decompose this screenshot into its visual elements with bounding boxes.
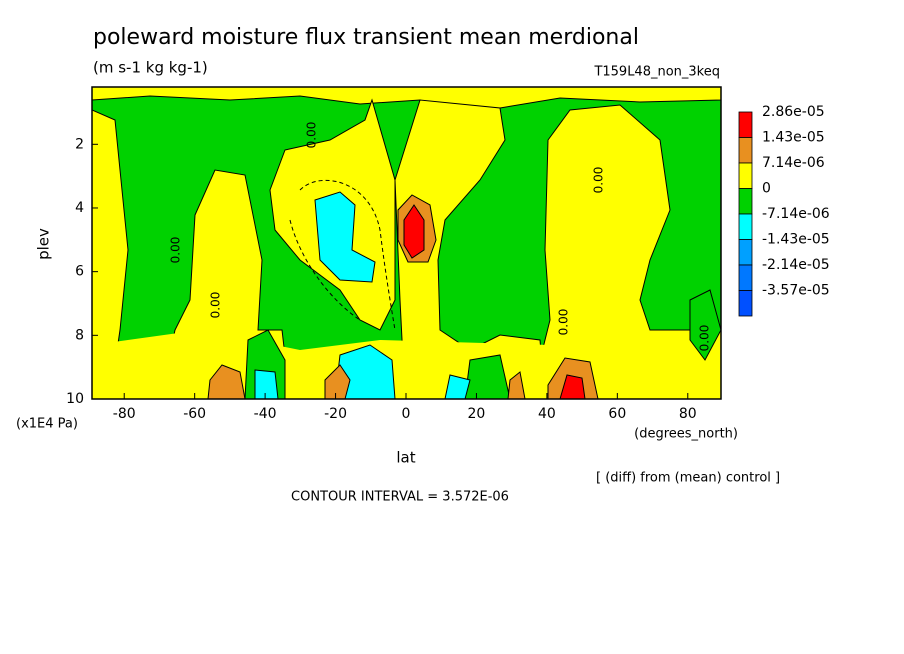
y-tick-label: 6 xyxy=(75,264,84,280)
x-tick-label: -40 xyxy=(254,406,277,422)
x-tick-label: 80 xyxy=(679,406,697,422)
contour-label: 0.00 xyxy=(557,309,571,336)
cyan-region xyxy=(314,191,376,283)
colorbar-label: 7.14e-06 xyxy=(762,155,825,171)
contour-label: 0.00 xyxy=(305,122,319,149)
colorbar-box xyxy=(738,264,753,291)
contour-label: 0.00 xyxy=(698,325,712,352)
colorbar-box xyxy=(738,213,753,240)
colorbar-box xyxy=(738,137,753,164)
colorbar-box xyxy=(738,162,753,189)
colorbar-box xyxy=(738,111,753,138)
red-region xyxy=(559,374,586,399)
y-tick-label: 8 xyxy=(75,327,84,343)
x-tick-label: 0 xyxy=(402,406,411,422)
x-tick-label: 60 xyxy=(608,406,626,422)
x-tick-label: -20 xyxy=(324,406,347,422)
contour-field: 0.00 0.00 0.00 0.00 0.00 0.00 xyxy=(92,87,721,399)
yellow-region xyxy=(394,99,546,399)
x-tick-label: 20 xyxy=(468,406,486,422)
x-tick-label: -60 xyxy=(183,406,206,422)
contour-label: 0.00 xyxy=(209,292,223,319)
run-label: T159L48_non_3keq xyxy=(593,65,720,80)
yellow-region xyxy=(539,104,721,399)
y-tick-label: 2 xyxy=(75,136,84,152)
colorbar-label: 1.43e-05 xyxy=(762,130,825,146)
colorbar-box xyxy=(738,188,753,215)
y-axis-label: plev xyxy=(35,228,53,260)
negative-contour xyxy=(289,179,396,331)
x-tick-label: 40 xyxy=(538,406,556,422)
contour-interval: CONTOUR INTERVAL = 3.572E-06 xyxy=(291,490,509,505)
y-tick-label: 4 xyxy=(75,200,84,216)
colorbar-label: -7.14e-06 xyxy=(762,206,830,222)
y-tick-label: 10 xyxy=(66,391,84,407)
contour-label: 0.00 xyxy=(592,167,606,194)
x-axis-label: lat xyxy=(396,449,415,467)
y-units: (x1E4 Pa) xyxy=(16,417,78,432)
colorbar-label: -1.43e-05 xyxy=(762,232,830,248)
red-region xyxy=(403,204,425,259)
contour-label: 0.00 xyxy=(169,237,183,264)
subtitle: (m s-1 kg kg-1) xyxy=(93,59,208,77)
colorbar-box xyxy=(738,290,753,317)
colorbar-label: -3.57e-05 xyxy=(762,283,830,299)
x-units: (degrees_north) xyxy=(634,427,738,442)
x-tick-label: -80 xyxy=(113,406,136,422)
note: [ (diff) from (mean) control ] xyxy=(596,471,780,486)
chart-title: poleward moisture flux transient mean me… xyxy=(93,25,639,50)
colorbar-label: -2.14e-05 xyxy=(762,257,830,273)
orange-region xyxy=(207,357,599,399)
colorbar-box xyxy=(738,239,753,266)
colorbar-label: 0 xyxy=(762,181,771,197)
yellow-region xyxy=(92,109,129,399)
colorbar-label: 2.86e-05 xyxy=(762,104,825,120)
